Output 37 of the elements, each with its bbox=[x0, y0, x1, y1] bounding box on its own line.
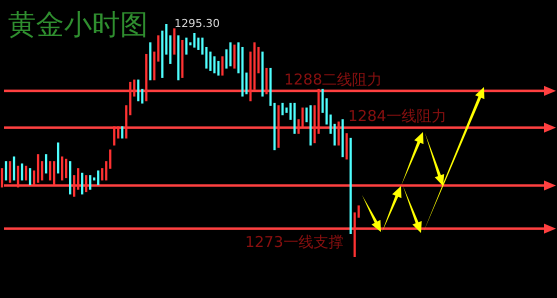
candlestick bbox=[8, 161, 12, 183]
candlestick bbox=[173, 28, 176, 55]
candlestick bbox=[69, 161, 72, 194]
candlestick bbox=[145, 54, 148, 102]
candlestick bbox=[181, 40, 184, 78]
candlestick bbox=[4, 161, 8, 180]
candlestick bbox=[209, 52, 212, 71]
candlestick bbox=[60, 156, 64, 180]
candlestick bbox=[65, 158, 68, 178]
ref-line-label: 1273一线支撑 bbox=[245, 232, 344, 251]
candlestick bbox=[137, 80, 140, 102]
candlestick bbox=[193, 32, 196, 48]
candlestick bbox=[297, 119, 300, 134]
annotation: 1295.30 bbox=[174, 16, 220, 30]
candlestick bbox=[36, 154, 40, 183]
candlestick bbox=[44, 154, 48, 174]
chart-title: 黄金小时图 bbox=[8, 7, 148, 43]
candlestick bbox=[350, 138, 352, 234]
candlestick bbox=[185, 38, 188, 55]
candlestick bbox=[0, 168, 4, 188]
candlestick bbox=[113, 126, 116, 146]
candlestick bbox=[97, 170, 100, 186]
candlestick bbox=[48, 161, 52, 180]
candlestick bbox=[149, 42, 152, 80]
ref-line-label: 1288二线阻力 bbox=[284, 70, 382, 88]
candlestick bbox=[89, 175, 92, 190]
candlestick bbox=[81, 172, 84, 194]
candlestick bbox=[285, 108, 288, 113]
candlestick bbox=[342, 119, 344, 158]
candlestick bbox=[346, 133, 348, 160]
candlestick bbox=[85, 175, 88, 192]
candlestick bbox=[40, 161, 44, 180]
candlestick bbox=[177, 35, 180, 80]
candlestick bbox=[301, 108, 304, 127]
candlestick bbox=[338, 122, 340, 146]
candlestick bbox=[121, 126, 124, 138]
candlestick bbox=[197, 38, 200, 50]
